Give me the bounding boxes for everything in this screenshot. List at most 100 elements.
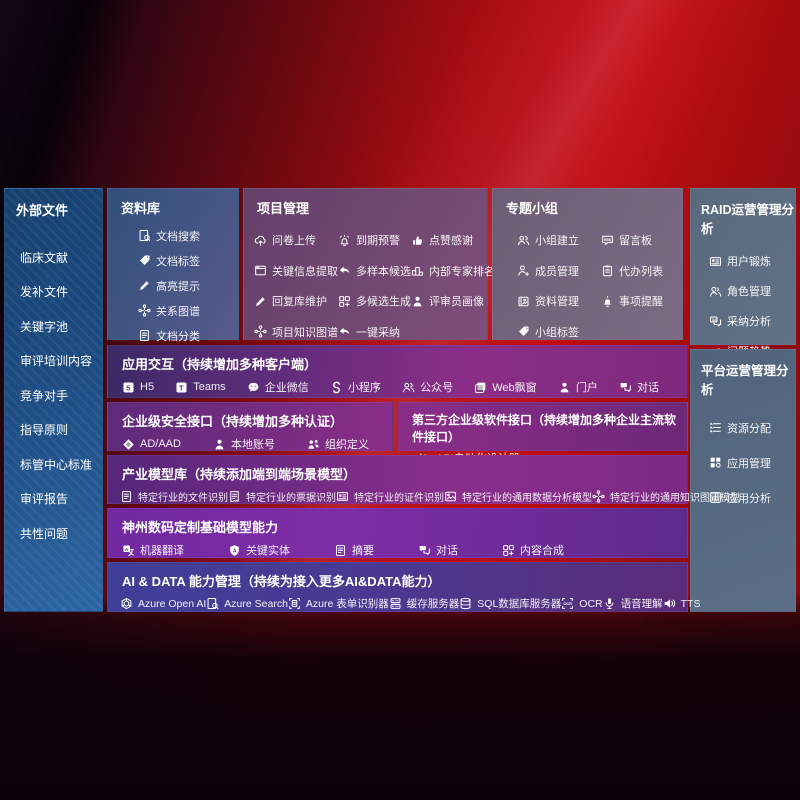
feature-label: 关键实体 (246, 545, 290, 557)
bell-icon (601, 295, 614, 308)
people-icon (402, 381, 415, 394)
feature-label: 事项提醒 (619, 296, 663, 309)
cache-icon (389, 597, 402, 610)
feature-item: 应用分析 (709, 480, 795, 515)
panel-title: 项目管理 (257, 201, 310, 216)
grid-icon (709, 456, 722, 469)
feature-item: Azure 表单识别器 (288, 596, 389, 611)
list-icon (709, 421, 722, 434)
graph-icon (254, 325, 267, 338)
panel-ai-data-management: AI & DATA 能力管理（持续为接入更多AI&DATA能力） Azure O… (107, 562, 700, 612)
panel-column: 小组建立 成员管理 资料管理 小组标签 (517, 225, 601, 347)
feature-item: 公众号 (402, 379, 453, 395)
feature-item: BBS 留言板 (601, 225, 663, 256)
feature-label: 关键信息提取 (272, 265, 338, 278)
panel-column: 到期预警 多样本候选 多候选生成 一键采纳 (338, 225, 411, 347)
sidebar-item: 指导原则 (20, 423, 69, 438)
idcard-icon (709, 255, 722, 268)
feature-label: 应用分析 (727, 492, 771, 505)
podium-icon (411, 264, 424, 277)
sidebar-item: 审评培训内容 (20, 354, 93, 369)
feature-label: 到期预警 (356, 235, 400, 248)
feature-label: 项目知识图谱 (272, 326, 338, 339)
feature-item: AD/AAD (122, 438, 181, 451)
panel-security-interface: 企业级安全接口（持续增加多种认证） AD/AAD 本地账号 组织定义 (107, 402, 393, 451)
feature-label: 成员管理 (535, 265, 579, 278)
feature-label: SQL数据库服务器 (477, 598, 562, 610)
panel-raid-analysis: RAID运营管理分析 用户锻炼角色管理QA采纳分析问题趋势 (690, 188, 796, 358)
feature-item: 文档分类 (138, 323, 238, 348)
svg-text:5: 5 (126, 383, 130, 392)
feature-label: 回复库维护 (272, 296, 327, 309)
chat2-icon (619, 381, 632, 394)
panel-platform-analysis: 平台运营管理分析 资源分配 应用管理 应用分析 (690, 349, 796, 612)
feature-item: 文档标签 (138, 248, 238, 273)
panel-column: 问卷上传关键信息提取 回复库维护项目知识图谱 (254, 225, 338, 347)
db-icon (459, 597, 472, 610)
feature-label: 资料管理 (535, 296, 579, 309)
feature-label: Azure 表单识别器 (305, 598, 389, 610)
thumb-icon (411, 234, 424, 247)
panel-items: A 机器翻译 A 关键实体 摘要 对话 内容合成 (108, 536, 687, 558)
feature-label: 一键采纳 (356, 326, 400, 339)
panel-title: 企业级安全接口（持续增加多种认证） (122, 414, 344, 429)
feature-item: OCR OCR (561, 597, 603, 610)
feature-label: 采纳分析 (727, 316, 771, 328)
ocr-icon: OCR (561, 597, 574, 610)
panel-items: 资源分配 应用管理 应用分析 (691, 398, 795, 515)
reply-icon (338, 325, 351, 338)
image-icon (444, 490, 457, 503)
sidebar-item: 共性问题 (20, 526, 69, 541)
feature-item: Web飘窗 (474, 379, 537, 395)
person-icon (558, 381, 571, 394)
h5-icon: 5 (122, 381, 135, 394)
sidebar-item: 竞争对手 (20, 388, 69, 403)
feature-item: 点赞感谢 (411, 225, 495, 256)
panel-industry-model-library: 产业模型库（持续添加端到端场景模型） 特定行业的文件识别 特定行业的票据识别 特定行… (107, 455, 740, 504)
panel-items: AD/AAD 本地账号 组织定义 (108, 430, 392, 452)
window-icon (254, 264, 267, 277)
cloud-up-icon (254, 234, 267, 247)
panel-external-files: 外部文件 临床文献 发补文件 关键字池 审评培训内容 竞争对手 指导原则 标管中心标准 审评报… (4, 188, 103, 612)
panel-title: 产业模型库（持续添加端到端场景模型） (122, 467, 357, 482)
panel-items: 特定行业的文件识别 特定行业的票据识别 特定行业的证件识别 特定行业的通用数据分析模型… (108, 483, 740, 504)
panel-title: 应用交互（持续增加多种客户端） (122, 357, 318, 372)
feature-label: 机器翻译 (140, 545, 184, 557)
feature-item: 特定行业的文件识别 (120, 489, 228, 504)
feature-label: 门户 (575, 382, 598, 394)
feature-item: 用户锻炼 (709, 246, 795, 276)
user-plus-icon (517, 264, 530, 277)
panel-column: 点赞感谢 内部专家排名 评审员画像 (411, 225, 495, 347)
panel-columns: 小组建立 成员管理 资料管理 小组标签 BBS 留言板 代办列表 事项提醒 (493, 217, 682, 347)
feature-item: 项目知识图谱 (254, 317, 338, 348)
feature-item: 多候选生成 (338, 286, 411, 317)
feature-label: 公众号 (420, 382, 454, 394)
svg-text:A: A (125, 546, 129, 552)
feature-label: 小组建立 (535, 235, 579, 248)
pencil-icon (138, 279, 151, 292)
panel-third-party-interface: 第三方企业级软件接口（持续增加多种企业主流软件接口） API自动化设计器 (397, 402, 688, 465)
feature-label: 文档搜索 (156, 230, 200, 243)
feature-item: 文档搜索 (138, 223, 238, 248)
doc-icon (138, 329, 151, 342)
feature-label: 多候选生成 (356, 296, 411, 309)
feature-label: 文档分类 (156, 330, 200, 343)
translate-icon: A (122, 544, 135, 557)
feature-item: 组织定义 (307, 436, 369, 452)
feature-label: 内容合成 (520, 545, 564, 557)
feature-label: 内部专家排名 (429, 265, 495, 278)
sidebar-item: 关键字池 (20, 319, 69, 334)
feature-item: 特定行业的证件识别 (336, 489, 444, 504)
feature-item: 资料管理 (517, 286, 601, 317)
svg-text:T: T (179, 383, 184, 392)
feature-label: 对话 (436, 545, 458, 557)
svg-text:A: A (233, 548, 237, 554)
doc-search-icon (138, 229, 151, 242)
feature-item: 问卷上传 (254, 225, 338, 256)
feature-label: 关系图谱 (156, 305, 200, 318)
tag-icon (138, 254, 151, 267)
panel-topic-groups: 专题小组 小组建立 成员管理 资料管理 小组标签 BBS 留言板 代办列表 事项提醒 (492, 188, 683, 340)
clipboard-icon (601, 264, 614, 277)
reply-icon (338, 264, 351, 277)
sidebar-item: 发补文件 (20, 285, 69, 300)
